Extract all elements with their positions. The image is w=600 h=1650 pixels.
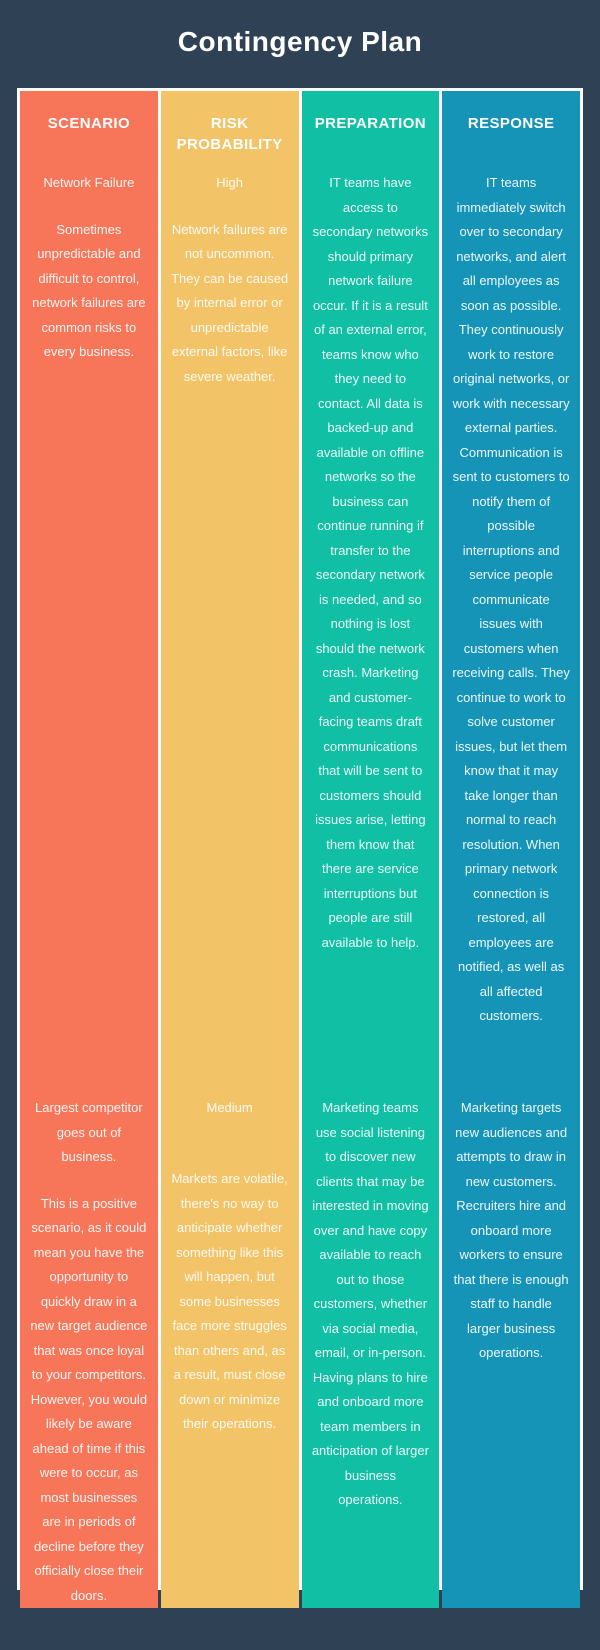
cell-risk-row2: Medium Markets are volatile, there's no w… xyxy=(161,1080,299,1608)
cell-lead: Medium xyxy=(206,1100,253,1115)
cell-body: This is a positive scenario, as it could… xyxy=(30,1195,148,1603)
cell-lead: Network Failure xyxy=(43,175,135,190)
column-preparation: PREPARATION IT teams have access to seco… xyxy=(301,91,440,1608)
cell-scenario-row2: Largest competitor goes out of business.… xyxy=(20,1080,158,1608)
contingency-plan-table: SCENARIO Network Failure Sometimes unpred… xyxy=(17,88,583,1608)
cell-preparation-row1: IT teams have access to secondary networ… xyxy=(302,155,440,1080)
cell-body: Sometimes unpredictable and difficult to… xyxy=(32,221,146,360)
cell-body: IT teams have access to secondary networ… xyxy=(312,175,429,950)
column-scenario-header: SCENARIO xyxy=(47,115,131,132)
column-scenario: SCENARIO Network Failure Sometimes unpred… xyxy=(20,91,158,1608)
cell-body: Marketing targets new audiences and atte… xyxy=(453,1100,569,1360)
column-preparation-header: PREPARATION xyxy=(314,115,427,132)
column-risk-probability-header: RISK PROBABILITY xyxy=(176,115,283,153)
column-response-header: RESPONSE xyxy=(467,115,555,132)
cell-lead: Largest competitor goes out of business. xyxy=(35,1100,143,1164)
cell-response-row1: IT teams immediately switch over to seco… xyxy=(442,155,580,1080)
cell-lead: High xyxy=(216,175,243,190)
cell-scenario-row1: Network Failure Sometimes unpredictable a… xyxy=(20,155,158,1080)
cell-body: Network failures are not uncommon. They … xyxy=(171,221,289,384)
cell-body: Marketing teams use social listening to … xyxy=(311,1100,429,1507)
column-risk-probability: RISK PROBABILITY High Network failures ar… xyxy=(160,91,299,1608)
cell-risk-row1: High Network failures are not uncommon. T… xyxy=(161,155,299,1080)
cell-response-row2: Marketing targets new audiences and atte… xyxy=(442,1080,580,1608)
cell-body: Markets are volatile, there's no way to … xyxy=(171,1171,288,1431)
cell-preparation-row2: Marketing teams use social listening to … xyxy=(302,1080,440,1608)
cell-body: IT teams immediately switch over to seco… xyxy=(452,175,570,1023)
page-title: Contingency Plan xyxy=(177,26,423,57)
column-response: RESPONSE IT teams immediately switch ove… xyxy=(442,91,580,1608)
